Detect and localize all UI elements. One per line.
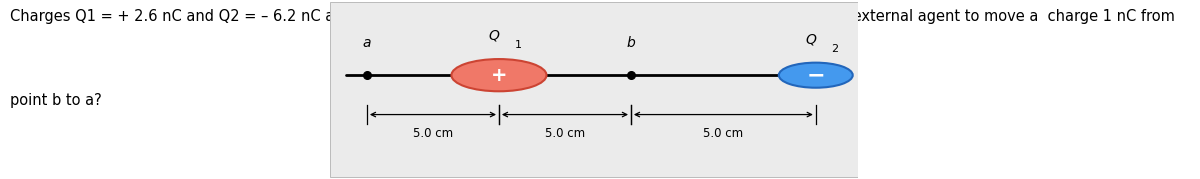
Text: b: b bbox=[626, 36, 635, 50]
Text: +: + bbox=[491, 66, 508, 85]
FancyBboxPatch shape bbox=[330, 2, 858, 177]
Text: 1: 1 bbox=[515, 40, 522, 50]
Text: Q: Q bbox=[488, 29, 499, 43]
Circle shape bbox=[451, 59, 546, 91]
Text: 5.0 cm: 5.0 cm bbox=[703, 127, 744, 140]
Text: Q: Q bbox=[805, 33, 816, 47]
Text: point b to a?: point b to a? bbox=[10, 93, 101, 108]
Text: 5.0 cm: 5.0 cm bbox=[545, 127, 586, 140]
Circle shape bbox=[779, 63, 853, 88]
Text: 5.0 cm: 5.0 cm bbox=[413, 127, 454, 140]
Text: −: − bbox=[806, 65, 826, 85]
Text: Charges Q1 = + 2.6 nC and Q2 = – 6.2 nC are placed as shown in the figure. How m: Charges Q1 = + 2.6 nC and Q2 = – 6.2 nC … bbox=[10, 9, 1175, 24]
Text: a: a bbox=[362, 36, 371, 50]
Text: 2: 2 bbox=[832, 44, 839, 54]
